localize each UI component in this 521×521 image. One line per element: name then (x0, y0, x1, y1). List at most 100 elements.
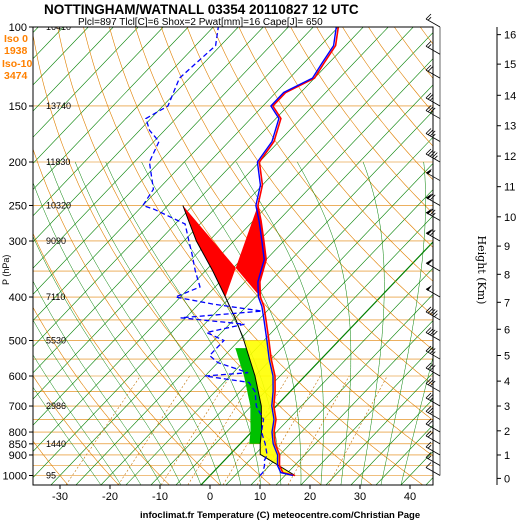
height-tick-label: 14 (504, 90, 516, 102)
x-tick-label: -20 (102, 491, 118, 503)
wind-full-barb (425, 430, 432, 437)
dry-adiabat (290, 27, 433, 214)
dry-adiabat (83, 27, 424, 485)
moist-adiabat (33, 235, 182, 485)
wind-half-barb (427, 455, 432, 459)
wind-full-barb (427, 93, 434, 100)
wind-full-barb (427, 419, 434, 426)
wind-barb (425, 64, 441, 79)
moist-adiabat (105, 161, 262, 485)
geopotential-label: 10320 (46, 200, 71, 210)
cape-area (182, 205, 295, 476)
wind-full-barb (425, 64, 432, 71)
wind-barb (425, 362, 441, 377)
isotherm (33, 27, 164, 164)
iso0-label: Iso 0 (4, 33, 28, 45)
dry-adiabat (109, 27, 433, 457)
moist-adiabat (360, 161, 385, 485)
wind-barb (425, 392, 441, 407)
iso10-label: Iso-10 (2, 58, 33, 70)
height-tick-label: 11 (504, 182, 515, 194)
x-tick-label: 10 (254, 491, 266, 503)
wind-full-barb (429, 329, 436, 336)
pressure-tick-label: 500 (9, 335, 27, 347)
wind-half-barb (427, 44, 432, 48)
isotherm (300, 346, 433, 485)
dewpoint-line (141, 27, 268, 476)
isotherm (75, 110, 433, 485)
wind-full-barb (429, 380, 436, 387)
isotherm (125, 162, 433, 485)
wind-full-barb (427, 208, 434, 214)
height-tick-label: 9 (504, 241, 510, 253)
wind-full-barb (429, 309, 436, 315)
dry-adiabat (238, 27, 433, 282)
grid-labels: 1015202530164101374011830103209090711055… (46, 27, 71, 480)
dry-adiabat (33, 32, 322, 485)
moist-adiabat (33, 280, 162, 485)
wind-full-barb (427, 379, 434, 386)
plot-frame (32, 26, 434, 486)
mixing-ratio-line (256, 375, 321, 485)
geopotential-label: 5530 (46, 335, 66, 345)
wind-full-barb (429, 365, 436, 371)
wind-barb (425, 378, 441, 392)
pressure-tick-label: 200 (9, 157, 27, 169)
wind-flag (426, 168, 432, 175)
pressure-tick-label: 1000 (3, 470, 27, 482)
wind-barb (425, 327, 441, 341)
isotherm (50, 84, 433, 485)
iso0-value: 1938 (4, 45, 28, 57)
isotherm (100, 136, 433, 485)
moist-adiabat (380, 161, 426, 485)
wind-full-barb (427, 106, 434, 113)
wind-full-barb (427, 228, 434, 235)
wind-barb (425, 406, 441, 420)
wind-full-barb (425, 92, 432, 99)
wind-full-barb (425, 378, 432, 384)
pressure-tick-label: 400 (9, 292, 27, 304)
pressure-tick-label: 100 (9, 22, 27, 34)
chart-title: NOTTINGHAM/WATNALL 03354 20110827 12 UTC (44, 2, 359, 17)
isotherm (33, 27, 214, 217)
dry-adiabat (186, 27, 433, 351)
geopotential-label: 7110 (46, 292, 65, 302)
wind-barb (425, 168, 441, 181)
wind-full-barb (425, 362, 432, 369)
wind-half-barb (429, 97, 434, 101)
wind-full-barb (432, 310, 438, 316)
dry-adiabat (212, 27, 433, 316)
wind-half-barb (434, 155, 438, 160)
wind-full-barb (427, 129, 434, 135)
wind-full-barb (425, 392, 432, 399)
isotherm (225, 267, 433, 485)
low-level-fill (243, 340, 295, 476)
moist-adiabat (235, 161, 324, 485)
x-tick-label: 20 (304, 491, 316, 503)
geopotential-label: 9090 (46, 236, 66, 246)
pressure-tick-label: 800 (9, 427, 27, 439)
isotherm (33, 27, 264, 269)
height-tick-label: 0 (504, 473, 510, 485)
height-tick-label: 7 (504, 297, 510, 309)
mixing-ratio-line (287, 375, 350, 485)
wind-full-barb (427, 258, 434, 265)
wind-half-barb (427, 444, 432, 449)
iso10-value: 3474 (4, 70, 28, 82)
wind-barb (425, 306, 441, 321)
wind-half-barb (427, 16, 432, 21)
moist-adiabat (74, 161, 242, 485)
height-axis-label: Height (Km) (475, 236, 488, 305)
dry-adiabat (264, 27, 433, 248)
isotherm (33, 27, 314, 321)
sounding-profiles (141, 27, 340, 477)
moist-adiabat (48, 161, 222, 485)
wind-full-barb (425, 40, 432, 47)
isotherm (325, 372, 433, 485)
wind-full-barb (432, 330, 438, 337)
wind-half-barb (434, 313, 438, 318)
wind-full-barb (427, 431, 434, 438)
wind-barb (425, 452, 441, 466)
